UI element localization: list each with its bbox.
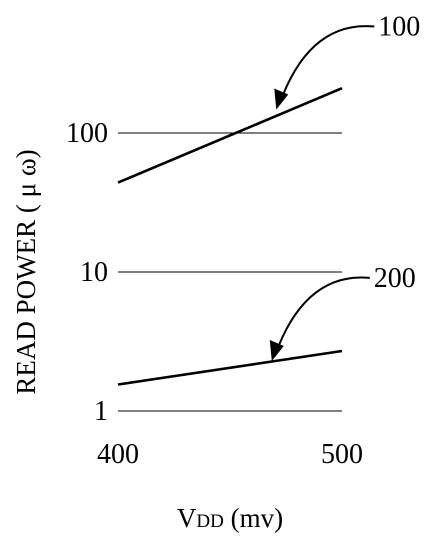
x-tick-label-500: 500	[321, 439, 363, 470]
series-line-2	[117, 349, 343, 386]
y-tick-labels: 1 10 100	[66, 118, 108, 427]
callout-leader-100	[278, 25, 375, 105]
callout-arrowhead-200	[269, 339, 284, 361]
y-tick-label-10: 10	[80, 257, 108, 288]
x-axis-label-sub: DD	[196, 511, 223, 532]
callout-label-100: 100	[378, 12, 420, 43]
y-axis-label: READ POWER ( μ ω)	[11, 149, 41, 394]
series-line-1	[117, 87, 343, 184]
annotations: 100 200	[269, 12, 420, 361]
x-tick-label-400: 400	[97, 439, 139, 470]
callout-arrowhead-100	[274, 88, 289, 110]
x-axis-label: VDD (mv)	[177, 503, 283, 533]
x-axis-label-unit: (mv)	[224, 503, 283, 533]
x-axis-label-main: V	[177, 503, 197, 533]
grid-lines	[118, 132, 342, 412]
x-tick-labels: 400 500	[97, 439, 363, 470]
series-lines	[117, 87, 343, 386]
callout-label-200: 200	[374, 263, 416, 294]
y-tick-label-100: 100	[66, 118, 108, 149]
y-tick-label-1: 1	[94, 396, 108, 427]
callout-leader-200	[273, 276, 370, 357]
